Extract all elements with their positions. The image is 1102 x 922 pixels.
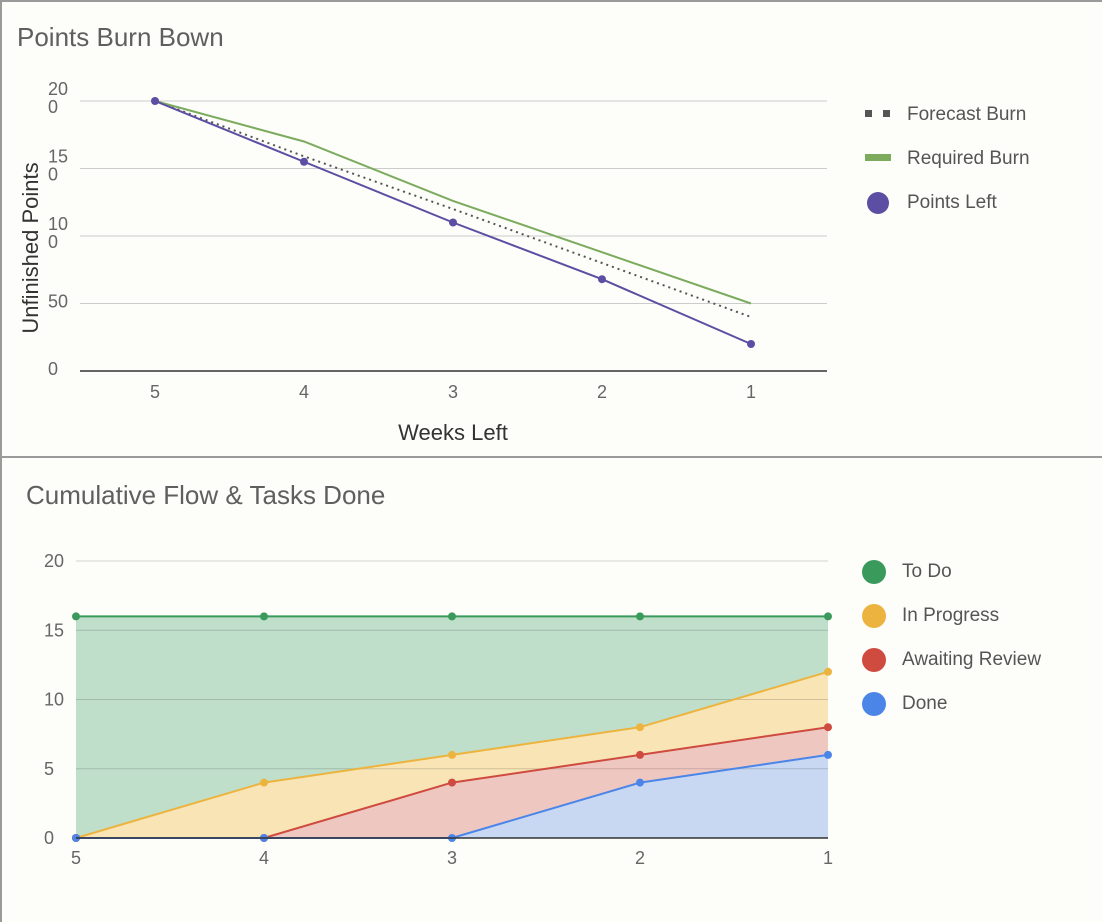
forecast-burn-line	[154, 100, 752, 318]
burndown-panel: Points Burn Bown 0 50 10 0 15 0 20 0 5 4 3 2 1 Weeks …	[0, 0, 1102, 458]
points-left-point	[151, 97, 159, 105]
x-tick-label: 2	[635, 848, 645, 868]
y-tick-label: 20 0	[48, 79, 68, 117]
legend-label: Points Left	[907, 192, 997, 213]
y-tick-label: 20	[44, 551, 64, 571]
legend-label: Required Burn	[907, 148, 1030, 169]
to-do-point	[260, 612, 268, 621]
legend-label: Awaiting Review	[902, 649, 1041, 670]
x-tick-label: 2	[597, 382, 607, 402]
legend-swatch-points-left	[867, 192, 889, 214]
x-tick-label: 5	[150, 382, 160, 402]
to-do-point	[72, 612, 80, 621]
done-area	[76, 754, 828, 838]
cumulative-flow-panel: Cumulative Flow & Tasks Done 0 5 10 15 20 5 4 3…	[0, 456, 1102, 922]
in-progress-point	[448, 750, 456, 759]
legend-label: In Progress	[902, 605, 999, 626]
points-left-point	[449, 218, 457, 227]
to-do-point	[824, 612, 832, 621]
x-tick-label: 1	[823, 848, 833, 868]
in-progress-point	[260, 778, 268, 787]
legend-swatch-required	[865, 154, 891, 161]
done-point	[824, 750, 832, 759]
x-tick-label: 1	[746, 382, 756, 402]
x-tick-label: 4	[259, 848, 269, 868]
awaiting-review-point	[448, 778, 456, 787]
x-tick-label: 3	[448, 382, 458, 402]
awaiting-review-point	[636, 750, 644, 759]
y-tick-label: 10 0	[48, 214, 68, 252]
awaiting-review-point	[824, 723, 832, 732]
y-tick-label: 10	[44, 690, 64, 710]
to-do-point	[636, 612, 644, 621]
in-progress-point	[636, 723, 644, 732]
legend-swatch-done	[862, 692, 886, 716]
points-left-point	[300, 157, 308, 166]
y-tick-label: 15	[44, 620, 64, 640]
required-burn-line	[154, 100, 752, 305]
legend-label: To Do	[902, 561, 952, 582]
x-tick-label: 5	[71, 848, 81, 868]
y-tick-label: 5	[44, 759, 54, 779]
in-progress-point	[824, 667, 832, 676]
y-axis-title: Unfinished Points	[18, 162, 43, 333]
legend-swatch-awaiting-review	[862, 648, 886, 672]
x-tick-label: 4	[299, 382, 309, 402]
x-tick-label: 3	[447, 848, 457, 868]
legend-swatch-forecast	[883, 110, 890, 117]
legend-label: Forecast Burn	[907, 104, 1026, 125]
legend-swatch-in-progress	[862, 604, 886, 628]
y-tick-label: 0	[44, 828, 54, 848]
burndown-chart: 0 50 10 0 15 0 20 0 5 4 3 2 1 Weeks Left Unfinished Po…	[18, 79, 1030, 445]
points-left-point	[598, 275, 606, 284]
done-point	[636, 778, 644, 787]
legend-swatch-to-do	[862, 560, 886, 584]
burndown-title: Points Burn Bown	[17, 22, 224, 52]
points-left-point	[747, 340, 755, 348]
legend-label: Done	[902, 693, 947, 714]
y-tick-label: 50	[48, 292, 68, 312]
y-tick-label: 15 0	[48, 147, 68, 185]
x-axis-title: Weeks Left	[398, 420, 508, 445]
legend-swatch-forecast	[865, 110, 872, 117]
y-tick-label: 0	[48, 359, 58, 379]
to-do-point	[448, 612, 456, 621]
cumulative-flow-title: Cumulative Flow & Tasks Done	[26, 480, 386, 510]
